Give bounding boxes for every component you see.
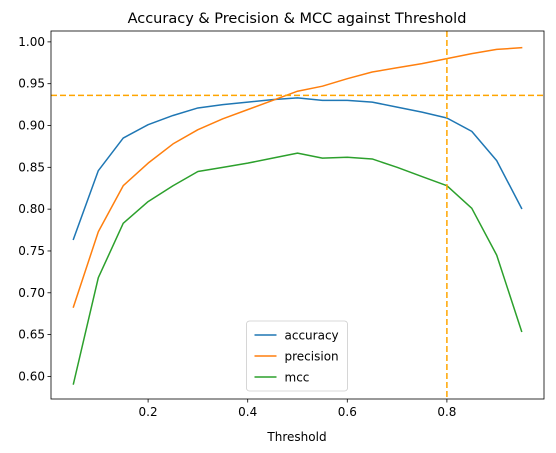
y-tick-label: 0.80 xyxy=(18,202,45,216)
series-line-accuracy xyxy=(72,97,523,241)
y-tick-label: 0.90 xyxy=(18,119,45,133)
x-tick-label: 0.4 xyxy=(238,405,257,419)
y-tick-label: 0.65 xyxy=(18,328,45,342)
chart-title: Accuracy & Precision & MCC against Thres… xyxy=(128,11,467,27)
y-tick-label: 0.85 xyxy=(18,160,45,174)
legend-label-mcc: mcc xyxy=(285,371,310,385)
y-tick-label: 1.00 xyxy=(18,35,45,49)
x-tick-label: 0.2 xyxy=(139,405,158,419)
y-tick-label: 0.70 xyxy=(18,286,45,300)
legend-label-accuracy: accuracy xyxy=(285,329,339,343)
y-tick-label: 0.75 xyxy=(18,244,45,258)
y-tick-label: 0.95 xyxy=(18,77,45,91)
legend-label-precision: precision xyxy=(285,350,339,364)
y-tick-label: 0.60 xyxy=(18,369,45,383)
legend: accuracy precision mcc xyxy=(246,320,348,392)
x-axis-label: Threshold xyxy=(266,430,326,444)
x-tick-label: 0.8 xyxy=(437,405,456,419)
plot-area: 0.2 0.4 0.6 0.8 0.60 0.65 0.70 0.75 0.80 0.85 0.90… xyxy=(18,30,545,419)
axes-frame xyxy=(50,30,545,400)
series-line-precision xyxy=(72,46,523,308)
x-tick-label: 0.6 xyxy=(338,405,357,419)
legend-box xyxy=(246,320,348,392)
